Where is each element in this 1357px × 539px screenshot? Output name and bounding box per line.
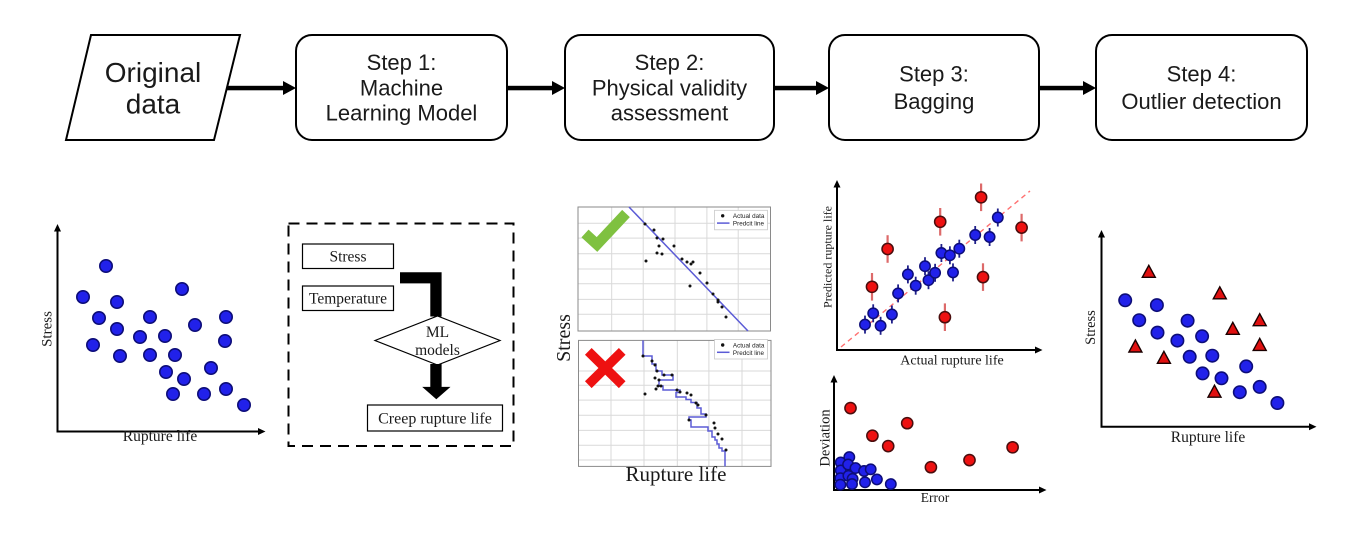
svg-text:Original: Original — [105, 57, 201, 88]
svg-text:Stress: Stress — [553, 314, 575, 362]
svg-text:Predicted rupture life: Predicted rupture life — [821, 206, 835, 308]
svg-text:Stress: Stress — [40, 311, 56, 347]
svg-text:Learning Model: Learning Model — [326, 101, 478, 126]
svg-text:Actual data: Actual data — [733, 342, 765, 349]
svg-text:Step 1:: Step 1: — [367, 50, 437, 75]
svg-text:assessment: assessment — [611, 101, 728, 126]
svg-text:Stress: Stress — [1083, 310, 1099, 345]
svg-text:Stress: Stress — [329, 249, 366, 266]
svg-text:Step 4:: Step 4: — [1167, 62, 1237, 87]
svg-text:Outlier detection: Outlier detection — [1121, 89, 1281, 114]
svg-text:Predcit line: Predcit line — [733, 350, 765, 357]
svg-text:Rupture life: Rupture life — [123, 428, 198, 445]
svg-text:Predcit line: Predcit line — [733, 221, 765, 228]
svg-text:Temperature: Temperature — [309, 291, 387, 308]
svg-text:Creep rupture life: Creep rupture life — [378, 411, 492, 428]
svg-text:Rupture life: Rupture life — [626, 462, 727, 486]
svg-text:Machine: Machine — [360, 75, 443, 100]
svg-text:Bagging: Bagging — [894, 89, 975, 114]
svg-text:models: models — [415, 342, 460, 359]
svg-text:Deviation: Deviation — [818, 409, 834, 467]
svg-text:data: data — [126, 89, 181, 120]
svg-text:Physical validity: Physical validity — [592, 75, 747, 100]
svg-text:Step 3:: Step 3: — [899, 62, 969, 87]
svg-text:Actual rupture life: Actual rupture life — [900, 354, 1003, 369]
svg-text:Step 2:: Step 2: — [635, 50, 705, 75]
svg-text:Error: Error — [921, 490, 950, 505]
svg-text:Actual data: Actual data — [733, 213, 765, 220]
svg-text:ML: ML — [426, 324, 449, 341]
svg-text:Rupture life: Rupture life — [1171, 429, 1246, 446]
